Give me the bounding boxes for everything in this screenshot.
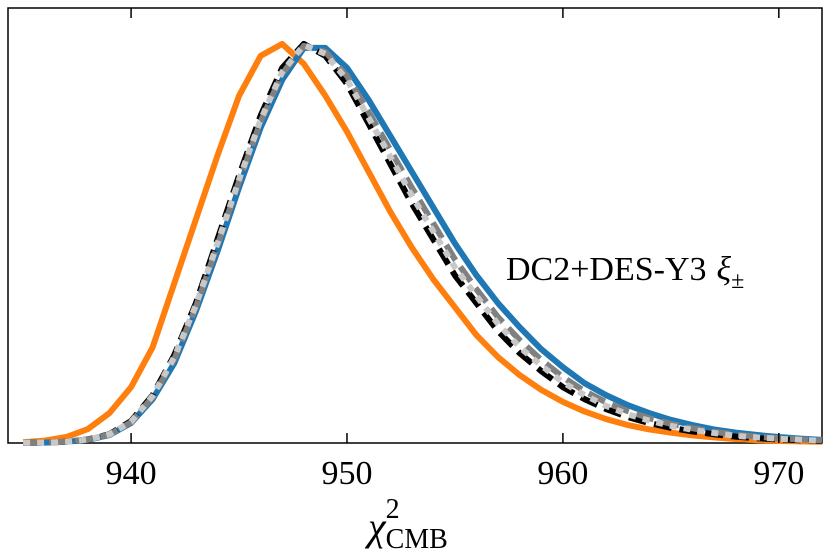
x-axis-label: χ2 CMB <box>364 494 448 555</box>
line-series <box>23 40 823 446</box>
x-tick-label: 970 <box>753 455 804 492</box>
x-tick-label: 940 <box>106 455 157 492</box>
x-label-sub: CMB <box>386 524 448 555</box>
line-series <box>23 44 823 446</box>
line-series <box>23 42 823 446</box>
x-label-base: χ <box>364 504 387 549</box>
line-series <box>22 40 823 446</box>
plot-frame <box>7 7 823 444</box>
annotation-text: DC2+DES-Y3 <box>506 251 707 288</box>
annotation-sub: ± <box>731 268 744 294</box>
x-label-sup: 2 <box>386 494 400 525</box>
annotation-symbol: ξ <box>717 251 732 288</box>
x-tick-label: 960 <box>537 455 588 492</box>
line-series <box>23 42 823 446</box>
annotation: DC2+DES-Y3 ξ± <box>506 251 744 294</box>
x-tick-label: 950 <box>321 455 372 492</box>
